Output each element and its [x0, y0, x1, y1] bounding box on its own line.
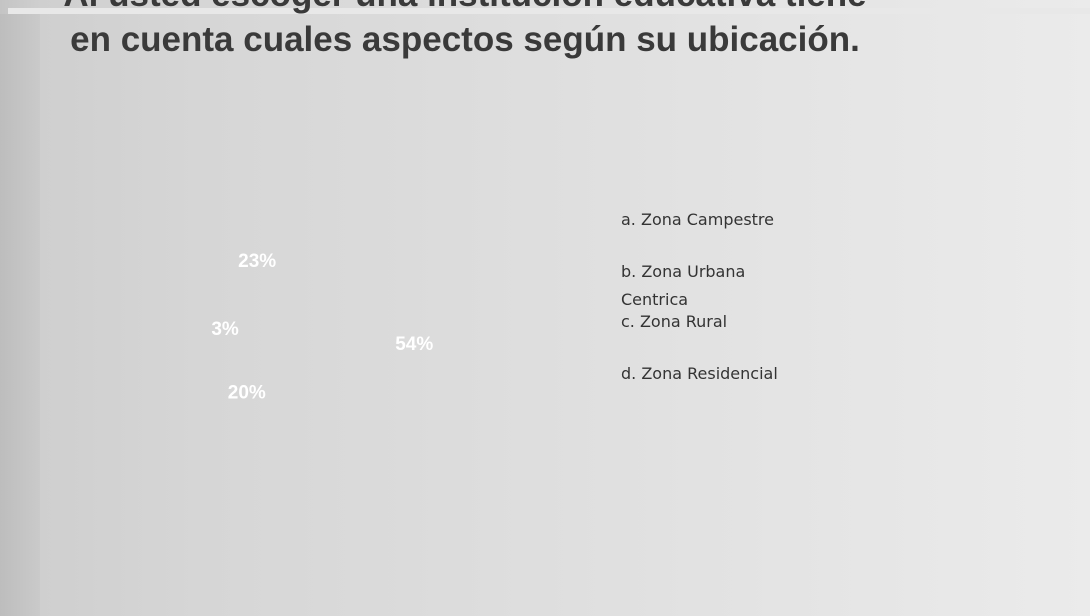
chart-title: Al usted escoger una institución educati… [63, 0, 866, 59]
legend-entry: a. Zona Campestre [621, 210, 774, 229]
data-label: 54% [395, 334, 433, 355]
legend-entry: d. Zona Residencial [621, 364, 778, 383]
data-label: 23% [238, 251, 276, 272]
data-label: 3% [211, 319, 239, 340]
legend-entry: b. Zona Urbana Centrica [621, 262, 746, 309]
legend-entry: c. Zona Rural [621, 312, 728, 331]
data-label: 20% [228, 383, 266, 404]
left-band [0, 14, 40, 616]
top-bar [8, 8, 1090, 14]
